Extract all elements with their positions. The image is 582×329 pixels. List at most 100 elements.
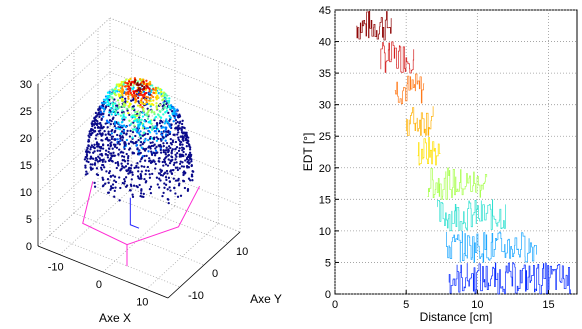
data-point [180, 122, 184, 126]
data-point [167, 201, 170, 205]
data-point [93, 123, 96, 126]
data-point [109, 122, 112, 126]
data-point [94, 116, 97, 119]
data-point [141, 94, 144, 97]
data-point [134, 101, 137, 104]
data-point [128, 119, 131, 122]
data-point [113, 195, 116, 198]
data-point [116, 127, 119, 130]
data-point [93, 185, 97, 188]
data-point [150, 103, 153, 106]
data-point [170, 151, 173, 154]
data-point [159, 110, 162, 113]
data-point [139, 137, 142, 140]
data-point [155, 139, 159, 142]
data-point [139, 140, 143, 144]
data-point [165, 120, 169, 123]
data-point [92, 129, 95, 132]
data-point [109, 95, 112, 98]
data-point [85, 170, 88, 173]
data-point [169, 159, 173, 162]
plot-area [334, 9, 578, 295]
data-point [134, 134, 137, 138]
data-point [108, 139, 111, 142]
data-point [134, 128, 137, 131]
data-point [138, 111, 142, 115]
data-point [140, 97, 143, 100]
y-tick-label: 10 [236, 246, 248, 258]
data-point [95, 143, 99, 146]
data-point [126, 129, 129, 133]
data-point [124, 125, 128, 129]
data-point [98, 113, 102, 116]
data-point [102, 102, 105, 105]
box-edge [37, 179, 111, 247]
data-point [180, 165, 184, 168]
data-point [163, 182, 166, 185]
data-point [120, 162, 123, 165]
y-tick-label: 25 [319, 131, 331, 143]
data-point [143, 165, 146, 168]
data-point [156, 96, 160, 99]
data-point [84, 156, 87, 159]
data-point [93, 126, 97, 129]
data-point [114, 161, 117, 165]
data-band [356, 11, 392, 41]
data-point [85, 152, 89, 156]
data-point [144, 98, 147, 101]
data-point [169, 170, 172, 173]
data-point [178, 167, 181, 170]
data-point [101, 184, 105, 188]
data-point [133, 96, 137, 99]
data-point [144, 137, 147, 141]
x-tick-label: 0 [96, 279, 102, 291]
data-point [142, 110, 146, 113]
data-point [146, 112, 149, 115]
data-point [114, 102, 117, 105]
data-point [110, 154, 113, 158]
data-point [136, 110, 139, 113]
data-band [448, 262, 571, 295]
data-point [123, 102, 126, 106]
data-point [184, 137, 188, 140]
data-point [138, 78, 142, 81]
ticks: 0 5 10 15 0 5 10 15 20 25 30 35 40 45 [319, 5, 555, 311]
data-point [91, 120, 94, 123]
data-point [107, 113, 111, 117]
data-point [138, 118, 141, 121]
data-point [161, 160, 164, 164]
data-point [103, 129, 106, 133]
data-point [173, 116, 177, 120]
data-point [119, 105, 122, 109]
data-point [138, 152, 142, 155]
grid-line [146, 223, 219, 290]
data-point [152, 99, 155, 102]
data-point [186, 141, 189, 145]
data-point [104, 153, 108, 156]
data-point [106, 156, 110, 159]
z-tick-label: 30 [20, 79, 32, 91]
data-point [109, 174, 113, 178]
data-point [89, 146, 93, 149]
data-point [114, 143, 117, 147]
data-point [127, 111, 130, 115]
data-point [149, 120, 152, 123]
data-point [137, 138, 140, 142]
data-point [170, 172, 174, 176]
data-point [167, 198, 170, 201]
data-point [151, 125, 154, 129]
data-point [146, 85, 149, 88]
data-point [101, 133, 104, 136]
data-point [151, 95, 155, 99]
data-point [104, 160, 107, 163]
data-point [129, 167, 133, 170]
data-point [120, 99, 124, 103]
data-point [137, 100, 140, 103]
data-point [145, 79, 148, 82]
data-point [152, 159, 155, 162]
data-point [165, 109, 169, 113]
data-point [161, 121, 164, 124]
data-point [140, 165, 143, 168]
data-point [148, 157, 151, 160]
data-point [109, 145, 112, 148]
